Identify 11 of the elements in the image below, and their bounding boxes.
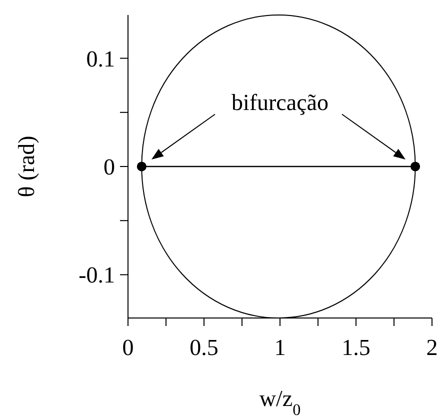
x-tick-label: 1.5 (342, 335, 370, 360)
x-tick-label: 0 (122, 335, 134, 360)
x-axis-title: w/z$_{0}$ (259, 386, 301, 418)
y-tick-label: 0 (104, 154, 115, 180)
x-tick-label: 1 (274, 335, 286, 360)
y-tick-label: 0.1 (86, 46, 115, 72)
x-tick-label: 0.5 (190, 335, 218, 360)
y-tick-label: -0.1 (78, 262, 115, 288)
annotation: bifurcação (231, 90, 329, 116)
x-tick-label: 2 (426, 335, 438, 360)
y-axis-title: θ (rad) (14, 136, 39, 198)
